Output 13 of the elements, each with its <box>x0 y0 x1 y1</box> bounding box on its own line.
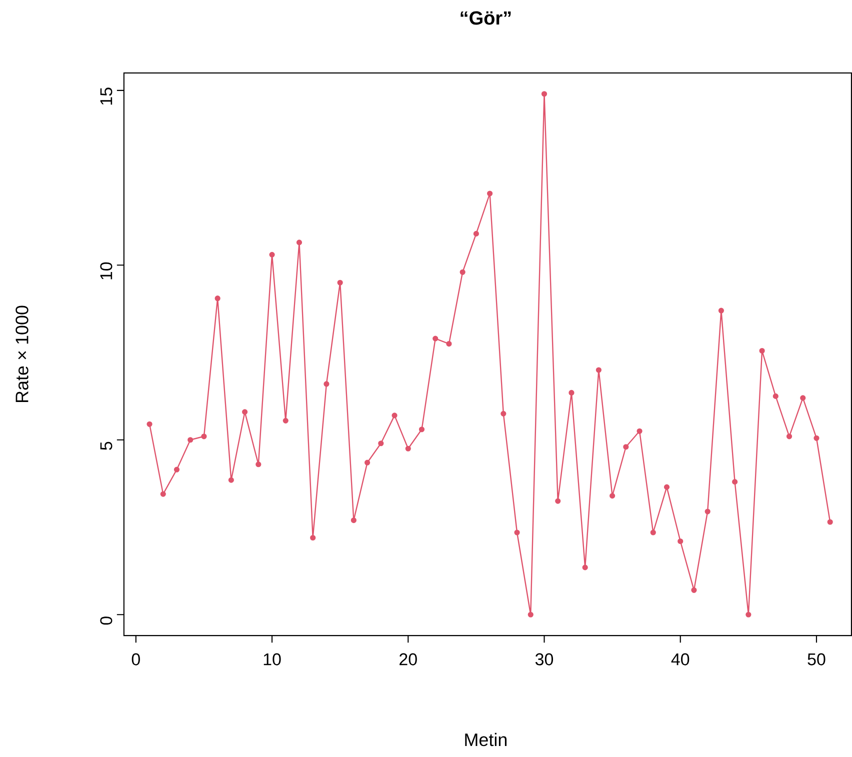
x-tick-label: 50 <box>808 654 826 666</box>
y-tick-label: 5 <box>100 442 112 450</box>
y-tick-label: 0 <box>100 616 112 625</box>
x-tick-label: 10 <box>264 654 281 666</box>
x-tick-label: 0 <box>132 654 140 666</box>
y-axis-title: Rate × 1000 <box>16 306 28 402</box>
x-tick-label: 20 <box>400 654 417 666</box>
x-axis-title: Metin <box>465 733 507 746</box>
x-tick-label: 40 <box>671 654 690 666</box>
y-tick-label: 10 <box>100 262 112 280</box>
chart-title: “Gör” <box>460 11 511 25</box>
y-tick-label: 15 <box>100 88 112 105</box>
x-tick-label: 30 <box>535 654 554 666</box>
